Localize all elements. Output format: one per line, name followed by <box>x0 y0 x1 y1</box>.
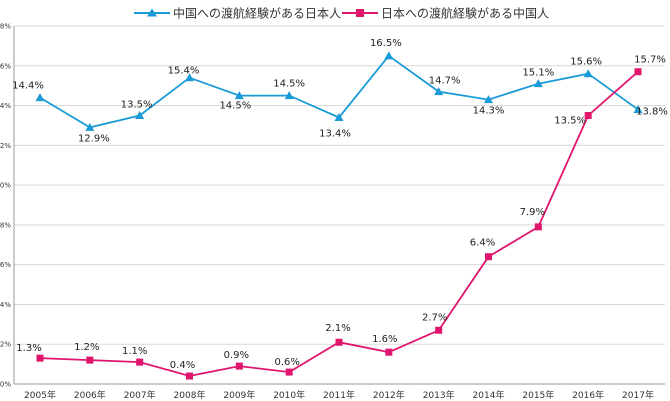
y-tick-label: 0% <box>0 381 11 389</box>
triangle-point <box>185 73 194 82</box>
x-tick-label: 2006年 <box>74 389 106 401</box>
square-point <box>534 223 542 231</box>
data-label: 13.5% <box>554 116 586 127</box>
x-tick-label: 2007年 <box>124 389 156 401</box>
y-tick-label: 10% <box>0 182 11 190</box>
y-tick-label: 6% <box>0 261 11 269</box>
data-label: 0.6% <box>274 357 299 368</box>
x-tick-label: 2009年 <box>223 389 255 401</box>
triangle-point <box>334 112 344 121</box>
legend-label-japanese: 中国への渡航経験がある日本人 <box>173 6 341 21</box>
y-tick-label: 4% <box>0 301 11 309</box>
legend-item-japanese: 中国への渡航経験がある日本人 <box>134 6 341 21</box>
y-axis-ticks: 0% 2% 4% 6% 8% 10% 12% 14% 16% 18% <box>0 23 11 389</box>
data-label: 15.4% <box>168 66 200 77</box>
data-label: 13.4% <box>319 128 351 139</box>
data-label: 13.8% <box>636 107 668 118</box>
triangle-point <box>284 91 294 100</box>
data-label: 14.7% <box>429 76 461 87</box>
data-label: 14.4% <box>12 81 44 92</box>
legend-label-chinese: 日本への渡航経験がある中国人 <box>381 6 549 21</box>
data-label: 2.1% <box>325 323 350 334</box>
data-label: 15.1% <box>522 68 554 79</box>
square-point <box>285 368 293 376</box>
x-tick-label: 2015年 <box>522 389 554 401</box>
square-point <box>186 372 193 380</box>
data-label: 15.7% <box>634 55 666 66</box>
y-tick-label: 14% <box>0 102 11 110</box>
x-tick-label: 2011年 <box>323 389 355 401</box>
triangle-point <box>85 122 95 131</box>
square-point <box>435 326 443 334</box>
legend-marker-square-icon <box>356 9 364 17</box>
y-tick-label: 18% <box>0 23 11 31</box>
x-tick-label: 2017年 <box>622 389 654 401</box>
data-label: 6.4% <box>470 238 495 249</box>
data-label: 7.9% <box>520 207 545 218</box>
y-tick-label: 8% <box>0 221 11 229</box>
data-label: 12.9% <box>78 133 110 144</box>
triangle-point <box>633 105 643 114</box>
x-tick-label: 2014年 <box>473 389 505 401</box>
square-point <box>584 112 592 119</box>
square-point <box>385 348 393 356</box>
data-label: 14.3% <box>473 106 505 117</box>
triangle-point <box>533 79 543 88</box>
data-labels: 14.4% 12.9% 13.5% 15.4% 14.5% 14.5% 13.4% 16.5%… <box>12 38 668 371</box>
data-label: 16.5% <box>370 38 402 49</box>
data-label: 0.4% <box>170 360 195 371</box>
y-tick-label: 2% <box>0 341 11 349</box>
data-label: 1.2% <box>74 342 99 353</box>
x-tick-label: 2016年 <box>572 389 604 401</box>
gridlines <box>13 25 665 385</box>
series-group <box>35 51 643 380</box>
y-tick-label: 16% <box>0 62 11 70</box>
triangle-point <box>484 95 493 104</box>
x-tick-label: 2005年 <box>24 389 56 401</box>
square-point <box>634 68 642 76</box>
data-label: 14.5% <box>273 79 305 90</box>
legend-item-chinese: 日本への渡航経験がある中国人 <box>342 6 549 21</box>
triangle-point <box>35 93 45 102</box>
legend: 中国への渡航経験がある日本人 日本への渡航経験がある中国人 <box>134 6 549 21</box>
data-label: 0.9% <box>224 350 249 361</box>
square-point <box>235 362 243 370</box>
square-point <box>36 354 44 362</box>
square-point <box>136 358 144 366</box>
data-label: 15.6% <box>570 57 602 68</box>
data-label: 1.1% <box>122 346 147 357</box>
data-label: 14.5% <box>219 101 251 112</box>
data-label: 1.6% <box>372 334 397 345</box>
y-tick-label: 12% <box>0 142 11 150</box>
x-tick-label: 2008年 <box>174 389 206 401</box>
data-label: 1.3% <box>16 343 41 354</box>
x-tick-label: 2013年 <box>423 389 455 401</box>
x-axis-ticks: 2005年 2006年 2007年 2008年 2009年 2010年 2011年 2012年… <box>24 389 654 401</box>
x-tick-label: 2012年 <box>373 389 405 401</box>
triangle-point <box>234 91 244 100</box>
triangle-point <box>434 87 444 96</box>
data-label: 2.7% <box>422 312 447 323</box>
triangle-point <box>135 111 145 119</box>
triangle-point <box>583 69 593 78</box>
x-tick-label: 2010年 <box>273 389 305 401</box>
square-point <box>485 253 492 261</box>
square-point <box>335 338 343 346</box>
data-label: 13.5% <box>121 100 153 111</box>
legend-marker-triangle-icon <box>147 8 157 17</box>
square-point <box>86 356 94 364</box>
triangle-point <box>384 51 394 60</box>
